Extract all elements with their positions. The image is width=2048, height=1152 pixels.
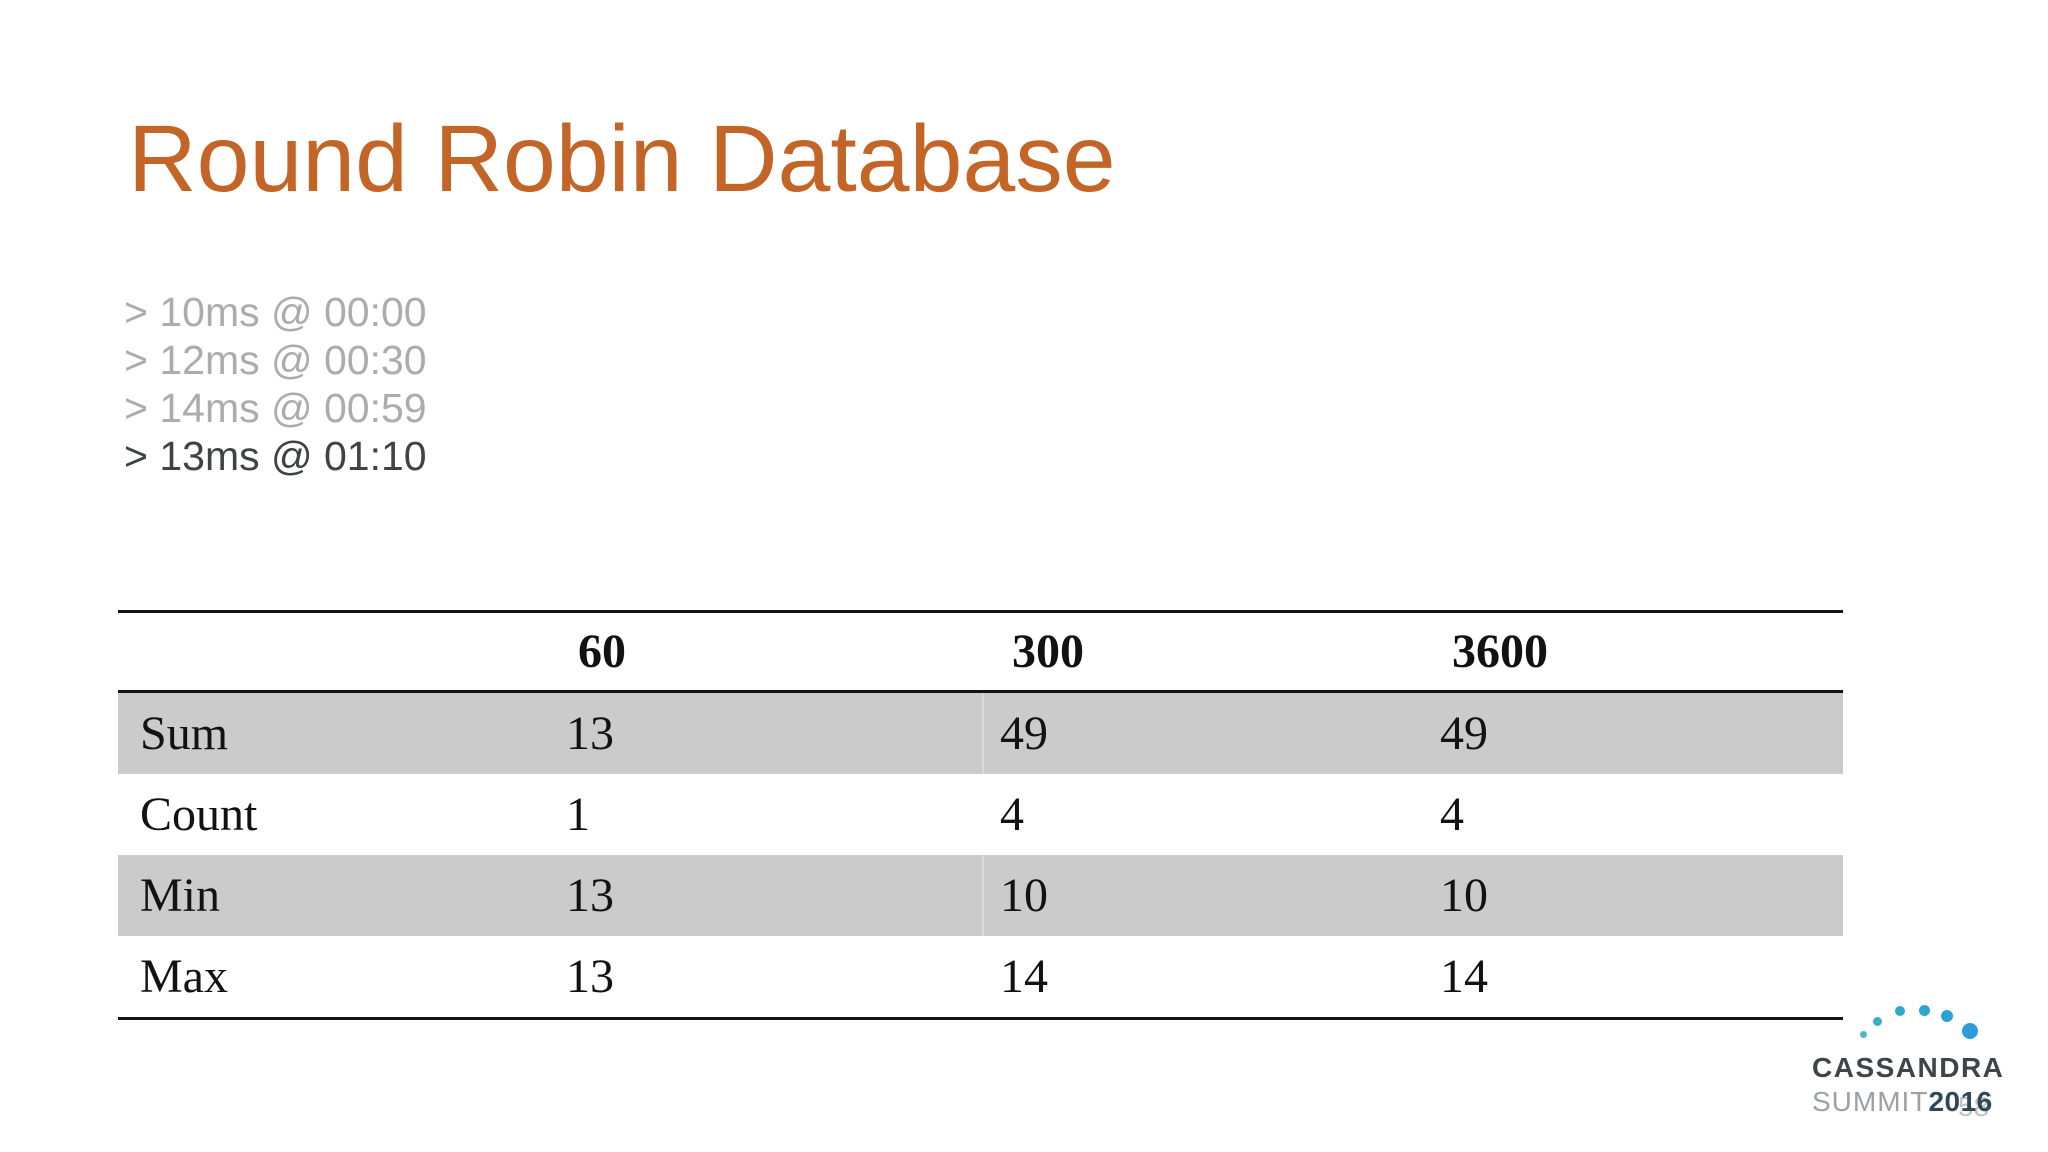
cell-value: 1 xyxy=(566,787,590,841)
log-line: > 12ms @ 00:30 xyxy=(124,337,427,383)
table-header-300: 300 xyxy=(1012,624,1084,678)
log-line: > 14ms @ 00:59 xyxy=(124,385,427,431)
cell-value: 4 xyxy=(1000,787,1024,841)
cell-value: 14 xyxy=(1000,949,1048,1003)
cell-value: 49 xyxy=(1440,706,1488,760)
table-top-rule xyxy=(118,610,1843,613)
stats-table: 60 300 3600 Sum 13 49 49 Count 1 4 4 Min… xyxy=(118,610,1843,1020)
highlight-seam xyxy=(982,693,984,774)
logo-dot xyxy=(1860,1031,1867,1038)
cell-value: 49 xyxy=(1000,706,1048,760)
log-line: > 10ms @ 00:00 xyxy=(124,289,427,335)
logo-dot xyxy=(1895,1006,1905,1016)
table-header-rule xyxy=(118,690,1843,693)
highlight-seam xyxy=(982,855,984,936)
table-bottom-rule xyxy=(118,1017,1843,1020)
logo-dot xyxy=(1919,1005,1930,1016)
cell-value: 13 xyxy=(566,706,614,760)
table-header-3600: 3600 xyxy=(1452,624,1548,678)
cell-value: 4 xyxy=(1440,787,1464,841)
logo-cassandra-text: CASSANDRA xyxy=(1812,1052,2005,1083)
slide-title: Round Robin Database xyxy=(128,106,1116,212)
cassandra-summit-logo: 58 CASSANDRA SUMMIT2016 xyxy=(1790,990,2048,1152)
table-row-sum: Sum 13 49 49 xyxy=(118,693,1843,774)
log-lines: > 10ms @ 00:00 > 12ms @ 00:30 > 14ms @ 0… xyxy=(124,288,427,480)
logo-dot xyxy=(1873,1017,1882,1026)
table-header-row: 60 300 3600 xyxy=(118,613,1843,690)
table-row-min: Min 13 10 10 xyxy=(118,855,1843,936)
cell-value: 14 xyxy=(1440,949,1488,1003)
page-number: 58 xyxy=(1958,1091,1990,1122)
row-label: Count xyxy=(140,787,258,841)
table-row-count: Count 1 4 4 xyxy=(118,774,1843,855)
cell-value: 13 xyxy=(566,949,614,1003)
logo-summit-text: SUMMIT xyxy=(1812,1086,1929,1117)
log-line-current: > 13ms @ 01:10 xyxy=(124,433,427,479)
logo-summit-year-text: SUMMIT2016 xyxy=(1812,1086,1993,1118)
row-label: Sum xyxy=(140,706,229,760)
cell-value: 10 xyxy=(1000,868,1048,922)
logo-dot xyxy=(1941,1010,1953,1022)
table-row-max: Max 13 14 14 xyxy=(118,936,1843,1017)
cell-value: 13 xyxy=(566,868,614,922)
cell-value: 10 xyxy=(1440,868,1488,922)
logo-dot xyxy=(1962,1023,1978,1039)
row-label: Max xyxy=(140,949,228,1003)
table-header-60: 60 xyxy=(578,624,626,678)
logo-year-text: 2016 xyxy=(1928,1086,1993,1117)
row-label: Min xyxy=(140,868,221,922)
